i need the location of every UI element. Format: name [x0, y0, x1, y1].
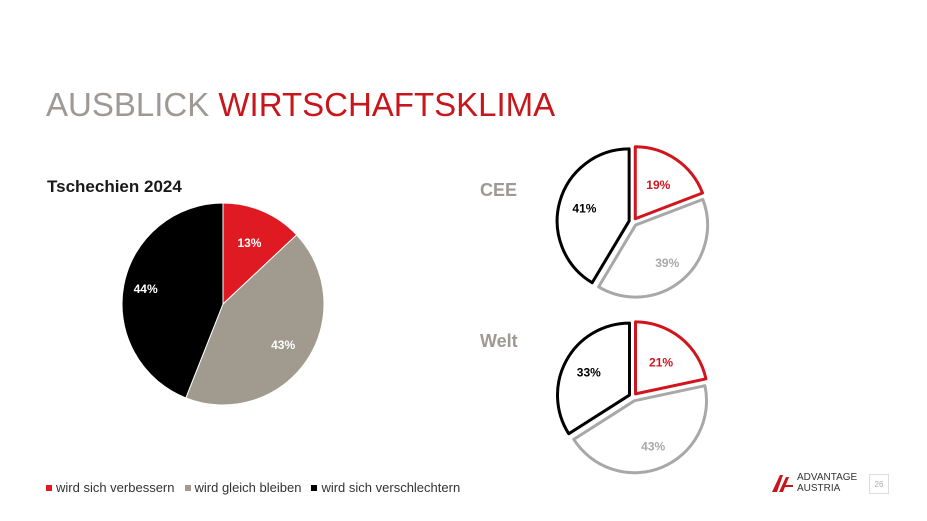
pie-tschechien-label-worse: 44%	[134, 282, 158, 296]
page-title: AUSBLICK WIRTSCHAFTSKLIMA	[46, 86, 555, 124]
logo-line-1: ADVANTAGE	[797, 472, 858, 483]
advantage-austria-logo: ADVANTAGE AUSTRIA	[770, 472, 857, 494]
pie-welt: 21% 43% 33%	[556, 320, 709, 475]
logo-line-2: AUSTRIA	[797, 483, 841, 494]
pie-welt-label-worse: 33%	[577, 366, 601, 380]
pie-cee-slice-same	[597, 197, 710, 299]
pie-tschechien-label-improve: 13%	[237, 236, 261, 250]
legend-label: wird gleich bleiben	[194, 480, 302, 495]
legend-swatch-red	[46, 484, 52, 491]
legend-swatch-gray	[184, 484, 191, 491]
legend-item-worse: wird sich verschlechtern	[311, 480, 460, 495]
pie-tschechien-label-same: 43%	[271, 338, 295, 352]
legend-item-same: wird gleich bleiben	[184, 480, 302, 495]
logo-icon	[772, 475, 793, 492]
chart-subtitle: Tschechien 2024	[47, 177, 182, 196]
legend-swatch-black	[311, 484, 318, 491]
pie-cee-slice-worse	[555, 147, 631, 285]
pie-tschechien-slice-same	[185, 234, 325, 406]
pie-welt-slice-same	[572, 384, 709, 475]
region-label-welt: Welt	[480, 331, 518, 351]
pie-welt-label-improve: 21%	[649, 355, 673, 369]
legend-label: wird sich verbessern	[56, 480, 175, 495]
pie-cee-label-same: 39%	[655, 256, 679, 270]
legend-item-improve: wird sich verbessern	[46, 480, 175, 495]
legend-label: wird sich verschlechtern	[321, 480, 461, 495]
pie-welt-slice-improve	[634, 320, 708, 396]
pie-cee-label-improve: 19%	[646, 178, 670, 192]
pie-cee: 19% 39% 41%	[555, 145, 710, 299]
pie-welt-label-same: 43%	[641, 439, 665, 453]
pie-tschechien-slice-worse	[121, 202, 224, 399]
title-part-2: WIRTSCHAFTSKLIMA	[218, 86, 556, 123]
pie-welt-slice-worse	[556, 321, 631, 436]
legend: wird sich verbessern wird gleich bleiben…	[46, 480, 460, 495]
pie-tschechien: 13% 43% 44%	[121, 202, 325, 406]
title-part-1: AUSBLICK	[46, 86, 210, 123]
pie-cee-label-worse: 41%	[572, 202, 596, 216]
page-number: 26	[869, 474, 889, 494]
pie-cee-slice-improve	[633, 145, 705, 221]
region-label-cee: CEE	[480, 180, 518, 200]
pie-tschechien-slice-improve	[222, 202, 298, 306]
